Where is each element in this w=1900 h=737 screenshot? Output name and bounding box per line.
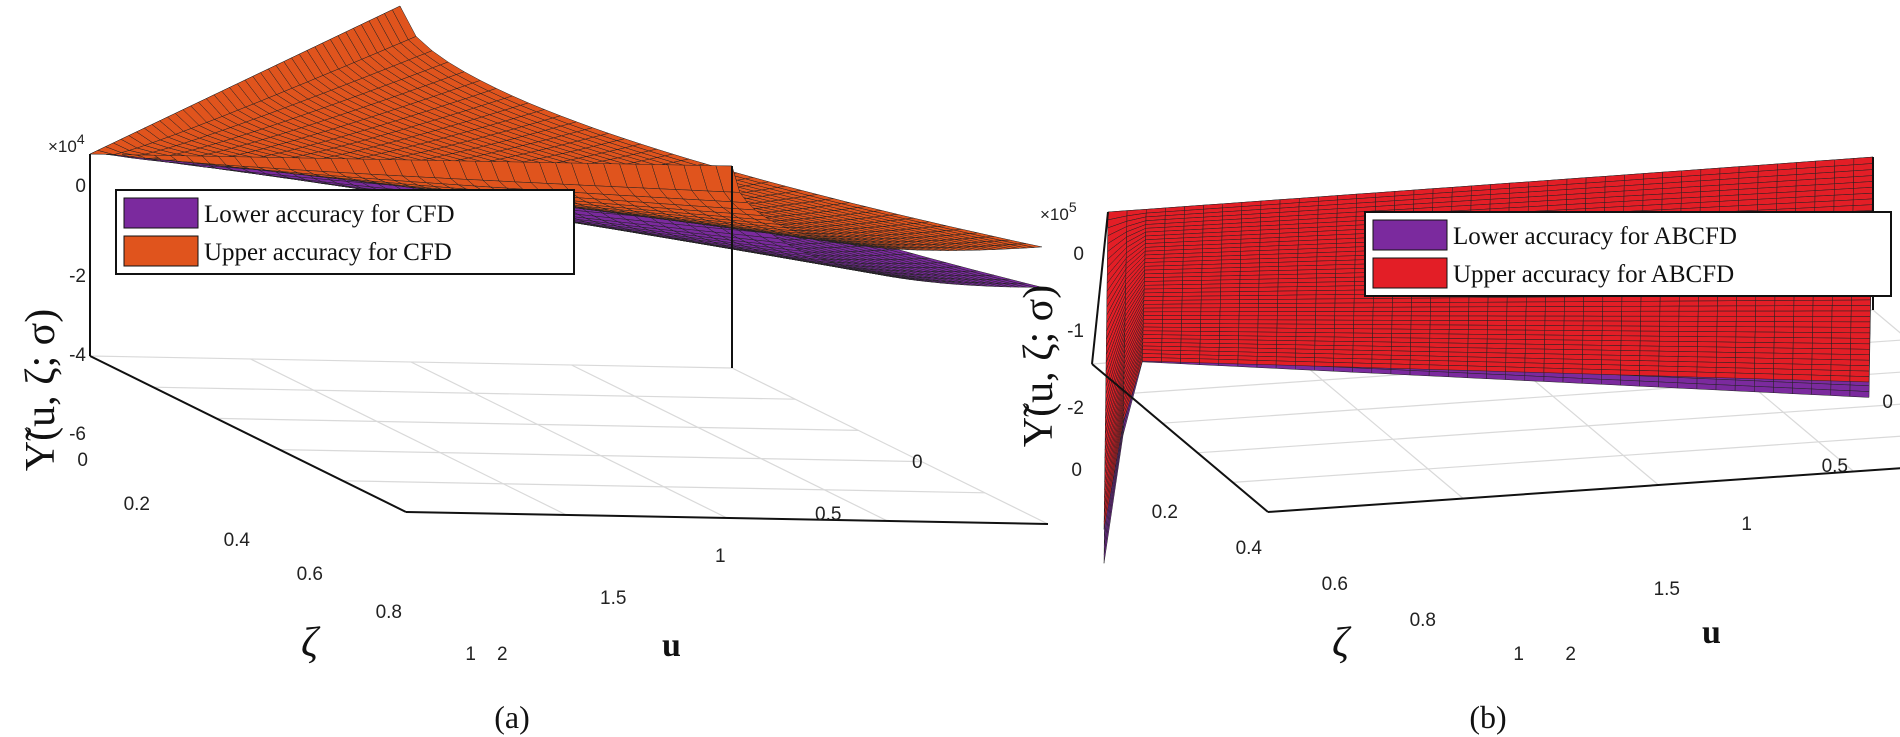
upper-surface-cell [1143, 296, 1164, 301]
lower-surface-cell [1830, 389, 1851, 397]
lower-surface-cell [1314, 365, 1334, 372]
lower-surface-cell [1352, 367, 1373, 374]
lower-surface-cell [1428, 371, 1449, 378]
panel-a: 0 -2 -4 -6 ×104 0 0.2 0.4 0.6 0.8 1 0 0.… [18, 5, 1049, 735]
lower-surface-cell [1715, 384, 1736, 392]
lower-surface-cell [1754, 386, 1774, 393]
lower-surface-cell [1639, 380, 1659, 388]
lower-surface-cell [1792, 387, 1812, 395]
lower-surface-cell [1849, 390, 1870, 398]
grid-line [571, 364, 888, 522]
lower-surface-cell [1543, 376, 1564, 383]
upper-surface-cell [1142, 338, 1163, 343]
upper-surface-cell [1142, 334, 1163, 339]
lower-surface-cell [1715, 378, 1736, 386]
upper-surface-cell [1143, 307, 1164, 313]
panel-a-ylabel: ζ [301, 620, 321, 666]
panel-a-legend-swatch-lower [123, 197, 199, 229]
panel-a-xtick-0: 0 [912, 452, 923, 473]
grid-line [731, 367, 1049, 525]
lower-surface-cell [1811, 388, 1832, 396]
lower-surface-cell [1677, 382, 1698, 390]
panel-a-ztick-3: -6 [69, 424, 86, 445]
panel-a-ytick-3: 0.6 [297, 564, 323, 585]
upper-surface-cell [1143, 288, 1164, 294]
panel-a-xtick-3: 1.5 [600, 588, 626, 609]
panel-a-xtick-2: 1 [715, 546, 726, 567]
panel-a-legend-label-upper: Upper accuracy for CFD [204, 239, 452, 266]
panel-a-exponent: ×104 [48, 131, 85, 156]
upper-surface-cell [1144, 280, 1164, 286]
panel-a-zlabel: Υ̃(u, ζ; σ) [18, 309, 64, 472]
panel-a-ytick-0: 0 [77, 450, 88, 471]
grid-line [250, 358, 567, 516]
upper-surface-cell [1143, 319, 1163, 324]
panel-a-xtick-1: 0.5 [815, 504, 841, 525]
lower-surface-cell [1734, 385, 1755, 393]
panel-a-ytick-5: 1 [465, 644, 476, 665]
panel-a-ztick-2: -4 [69, 345, 86, 366]
grid-line [410, 361, 728, 519]
upper-surface-cell [1143, 315, 1163, 320]
lower-surface-cell [1830, 383, 1851, 391]
zeta-axis-line [89, 355, 407, 513]
lower-surface-cell [1696, 383, 1717, 391]
panel-a-ytick-1: 0.2 [124, 494, 150, 515]
lower-surface-cell [1524, 375, 1545, 382]
lower-surface-cell [1467, 372, 1487, 379]
lower-surface-cell [1620, 379, 1640, 387]
panel-a-grid [89, 355, 1049, 525]
lower-surface-cell [1601, 379, 1621, 386]
upper-surface-cell [1144, 273, 1164, 278]
lower-surface-cell [1658, 381, 1679, 389]
upper-surface-cell [1143, 284, 1164, 290]
lower-surface-cell [1773, 386, 1793, 394]
lower-surface-cell [1448, 371, 1468, 379]
upper-surface-cell [1143, 292, 1164, 297]
upper-surface-cell [1143, 300, 1164, 305]
upper-surface-cell [1142, 322, 1163, 328]
lower-surface-cell [1390, 369, 1411, 376]
lower-surface-cell [1333, 366, 1353, 373]
upper-surface-cell [1142, 341, 1163, 347]
upper-surface-cell [1143, 311, 1163, 316]
panel-a-ztick-1: -2 [69, 266, 86, 287]
panel-a-legend-label-lower: Lower accuracy for CFD [204, 201, 455, 228]
panel-a-xtick-4: 2 [497, 644, 508, 665]
lower-surface-cell [1562, 377, 1583, 384]
panel-a-xlabel: u [662, 627, 681, 664]
lower-surface-cell [1018, 283, 1043, 288]
panel-a-ytick-2: 0.4 [224, 530, 251, 551]
grid-line [1872, 309, 1900, 334]
lower-surface-cell [1505, 374, 1526, 381]
panel-a-legend-swatch-upper [123, 235, 199, 267]
lower-surface-cell [1581, 378, 1602, 385]
lower-surface-cell [1409, 370, 1430, 377]
upper-surface-cell [1142, 326, 1163, 332]
panel-a-upper-surface [89, 5, 1043, 251]
upper-surface-cell [1163, 272, 1184, 278]
upper-surface-cell [1143, 303, 1164, 309]
upper-surface-cell [1142, 357, 1162, 362]
panel-a-legend: Lower accuracy for CFD Upper accuracy fo… [115, 189, 575, 275]
grid-line [1267, 467, 1900, 513]
upper-surface-cell [1163, 268, 1184, 274]
lower-surface-cell [1486, 373, 1506, 380]
upper-surface-cell [1142, 330, 1163, 336]
lower-surface-cell [1371, 368, 1392, 375]
panel-a-ztick-0: 0 [75, 176, 86, 197]
panel-a-caption: (a) [494, 699, 530, 735]
panel-b: 0 -1 -2 ×105 0 0.2 0.4 0.6 0.8 1 0 0.5 1… [1016, 156, 1900, 735]
upper-surface-cell [1144, 277, 1164, 282]
panel-a-ytick-4: 0.8 [376, 602, 402, 623]
grid-line [1197, 403, 1900, 454]
u-axis-line [405, 511, 1049, 525]
